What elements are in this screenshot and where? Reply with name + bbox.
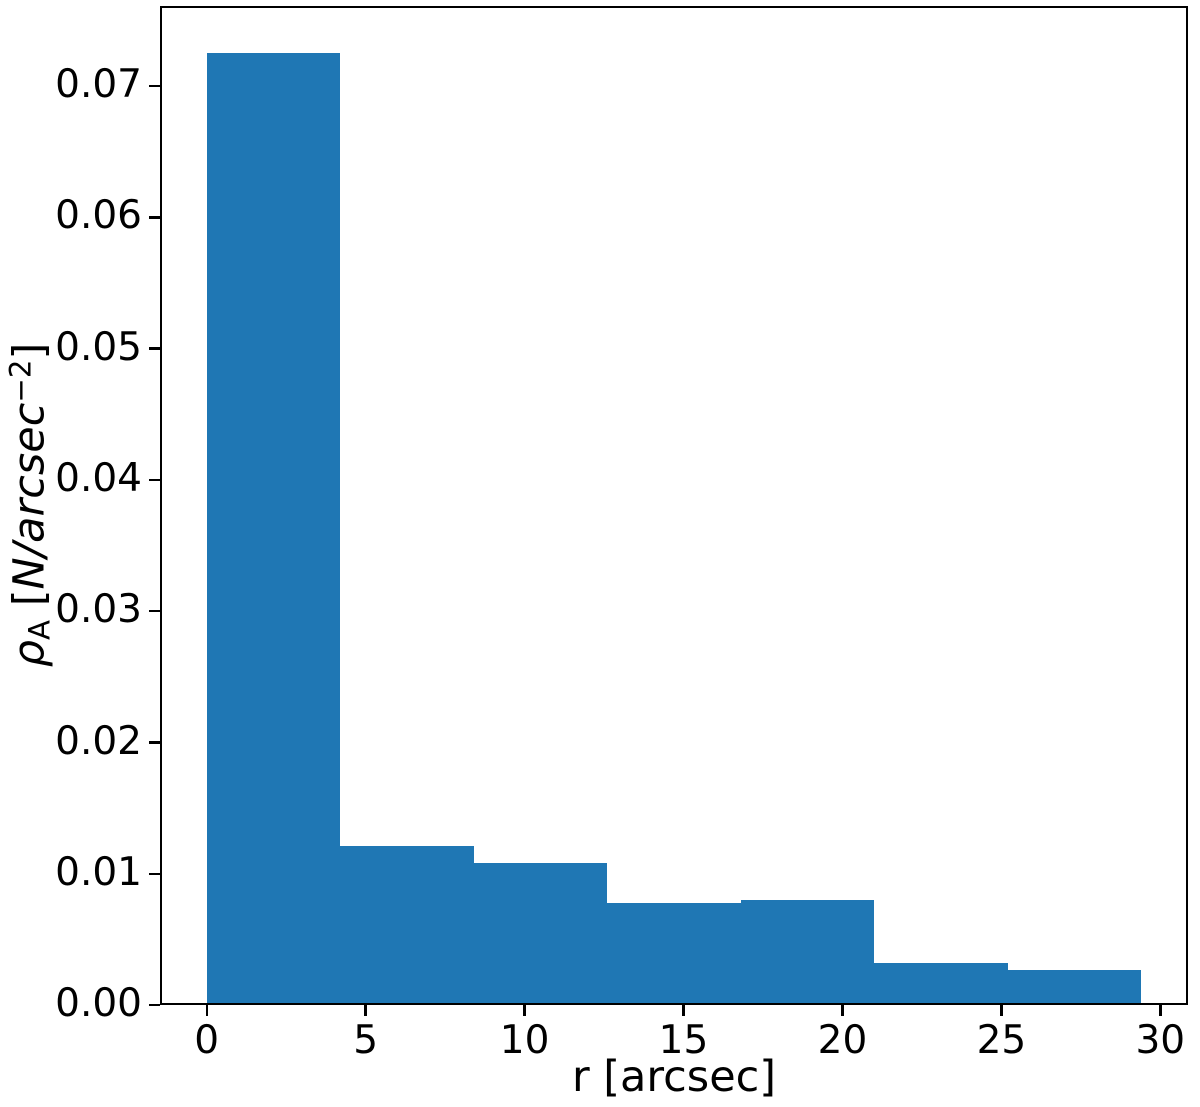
y-label-rho: ρ <box>4 639 55 668</box>
histogram-bar <box>340 846 474 1005</box>
histogram-bar <box>206 53 341 1005</box>
x-tick-mark <box>1000 1005 1003 1016</box>
x-tick-mark <box>523 1005 526 1016</box>
x-tick-mark <box>205 1005 208 1016</box>
y-label-superscript: −2 <box>3 359 38 403</box>
histogram-bar <box>874 963 1008 1005</box>
y-tick-mark <box>149 741 160 744</box>
y-tick-mark <box>149 84 160 88</box>
y-tick-label: 0.06 <box>55 193 142 239</box>
plot-area: 0 5 10 15 20 25 30 0.00 0.01 0.02 0.03 0.04 0.05 0.06… <box>55 6 1188 1062</box>
x-axis-label: r [arcsec] <box>571 1052 777 1102</box>
x-tick-mark <box>364 1005 367 1016</box>
y-tick-label: 0.04 <box>55 455 142 501</box>
y-tick-label: 0.02 <box>55 718 142 764</box>
x-tick-label: 0 <box>194 1018 220 1063</box>
histogram-bar <box>740 900 875 1005</box>
y-tick-mark <box>149 478 160 482</box>
histogram-bar <box>1007 969 1142 1005</box>
y-tick-mark <box>149 216 160 219</box>
histogram-bar <box>473 863 608 1005</box>
y-tick-mark <box>149 347 160 350</box>
x-tick-mark <box>1159 1005 1162 1016</box>
y-tick-label: 0.07 <box>55 62 142 108</box>
x-tick-label: 30 <box>1135 1018 1186 1063</box>
y-label-close-bracket: ] <box>4 342 55 360</box>
y-label-subscript: A <box>22 619 57 640</box>
y-tick-label: 0.01 <box>55 849 142 895</box>
x-tick-label: 5 <box>353 1018 379 1063</box>
y-tick-mark <box>149 1003 160 1007</box>
x-tick-label: 10 <box>499 1018 550 1063</box>
y-tick-label: 0.05 <box>55 324 142 370</box>
x-tick-label: 15 <box>658 1018 709 1063</box>
x-tick-label: 20 <box>817 1018 868 1063</box>
x-tick-label: 25 <box>976 1018 1027 1063</box>
y-label-open-bracket: [ <box>4 589 55 620</box>
y-tick-label: 0.00 <box>55 981 142 1026</box>
x-tick-mark <box>841 1005 844 1016</box>
y-tick-label: 0.03 <box>55 587 142 633</box>
y-tick-mark <box>149 609 160 613</box>
y-tick-mark <box>149 872 160 875</box>
y-label-units: N/arcsec <box>4 402 55 590</box>
histogram-bar <box>607 902 741 1005</box>
x-tick-mark <box>682 1005 685 1016</box>
y-axis-label: ρA [N/arcsec−2] <box>3 343 56 667</box>
